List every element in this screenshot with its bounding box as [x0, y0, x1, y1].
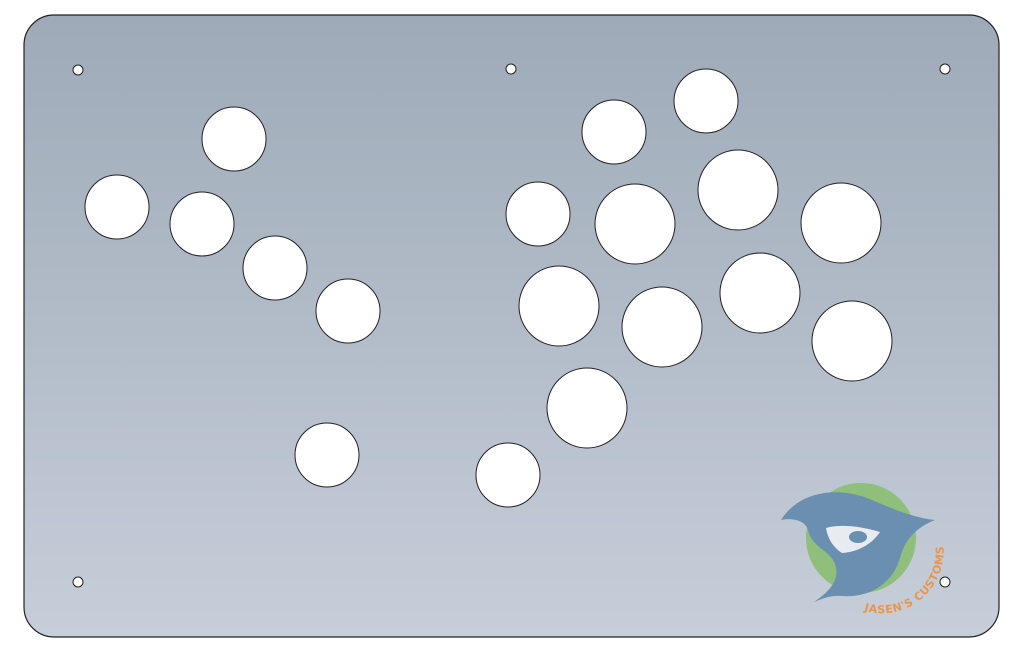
- button-hole-small-3: [505, 181, 571, 247]
- mounting-hole-top-left: [72, 64, 84, 76]
- mounting-holes: [72, 63, 951, 588]
- mounting-hole-bottom-left: [72, 576, 84, 588]
- action-button-cluster: [475, 68, 893, 508]
- button-hole-action-2: [697, 149, 779, 231]
- mounting-hole-top-center: [505, 63, 517, 75]
- button-hole-modifier: [315, 278, 381, 344]
- button-hole-thumb-large: [546, 367, 628, 449]
- button-hole-action-7: [811, 300, 893, 382]
- button-hole-action-1: [594, 183, 676, 265]
- button-hole-action-5: [621, 286, 703, 368]
- button-hole-action-6: [719, 252, 801, 334]
- mounting-hole-top-right: [939, 63, 951, 75]
- logo-eye-pupil: [849, 531, 867, 543]
- button-hole-right: [242, 235, 308, 301]
- button-hole-up: [201, 106, 267, 172]
- button-hole-down: [169, 191, 235, 257]
- mounting-hole-bottom-right: [939, 576, 951, 588]
- button-hole-action-4: [518, 265, 600, 347]
- button-hole-small-1: [673, 68, 739, 134]
- button-hole-thumb-small: [475, 442, 541, 508]
- button-hole-left: [84, 174, 150, 240]
- button-hole-action-3: [800, 182, 882, 264]
- button-hole-left-thumb: [294, 422, 360, 488]
- button-hole-small-2: [581, 99, 647, 165]
- directional-button-cluster: [84, 106, 381, 488]
